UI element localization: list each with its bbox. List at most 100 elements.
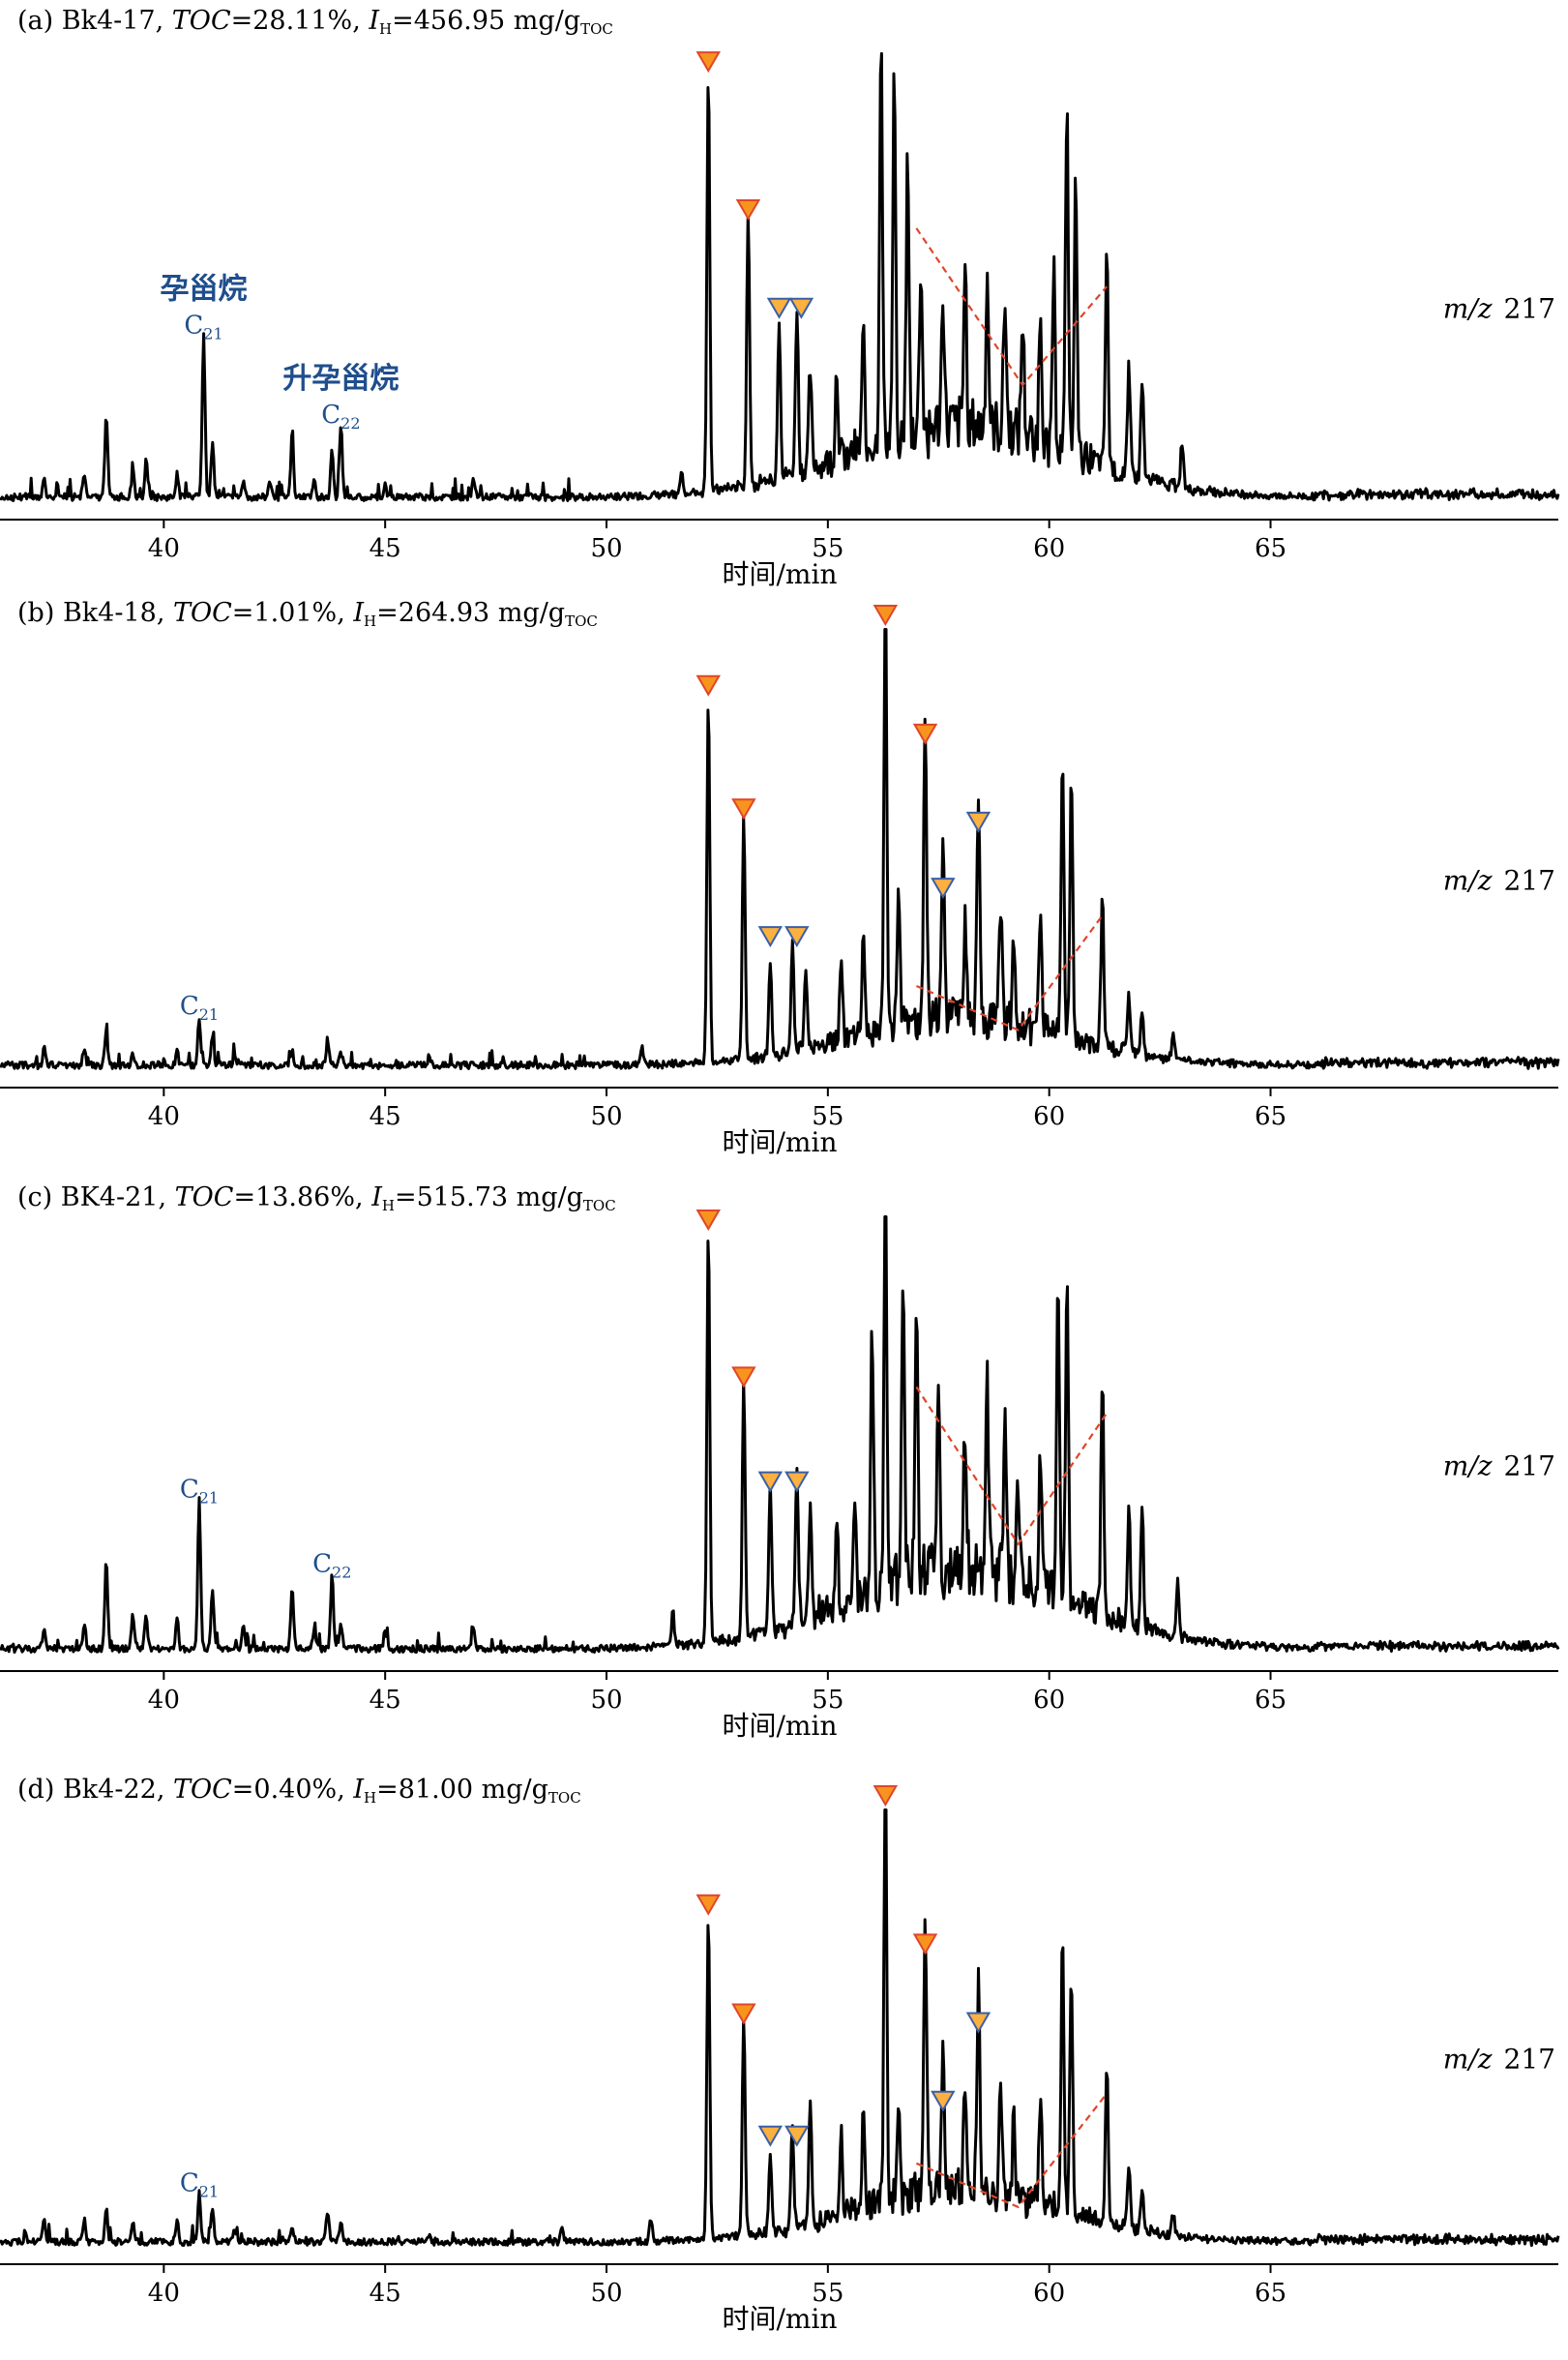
- panel-prefix: (c): [17, 1182, 61, 1212]
- compound-carbon: C: [180, 1476, 199, 1505]
- panel-prefix: (d): [17, 1775, 63, 1805]
- toc-eq: =: [233, 1182, 255, 1212]
- compound-number: 22: [332, 1563, 351, 1581]
- compound-number: 21: [199, 2182, 219, 2200]
- ih-value: 264.93 mg/g: [399, 598, 565, 628]
- x-tick-label: 60: [1033, 1686, 1065, 1715]
- ih-eq: =: [392, 6, 414, 36]
- compound-label: C22: [321, 401, 360, 433]
- ih-symbol: I: [352, 1775, 365, 1805]
- compound-label: C22: [312, 1549, 351, 1581]
- x-tick-label: 65: [1255, 1102, 1287, 1131]
- sample-id: Bk4-17: [62, 6, 156, 36]
- x-tick-label: 40: [148, 534, 180, 563]
- compound-label: C21: [180, 2168, 219, 2200]
- toc-value: 1.01%: [253, 598, 337, 628]
- marker-triangle-orange: [695, 1210, 722, 1232]
- sample-id: BK4-21: [61, 1182, 159, 1212]
- marker-triangle-blue: [965, 811, 991, 833]
- ion-label: m/z 217: [1443, 293, 1555, 325]
- x-tick-label: 60: [1033, 534, 1065, 563]
- toc-eq: =: [231, 6, 253, 36]
- marker-triangle-orange: [873, 605, 899, 626]
- x-tick-label: 45: [370, 2279, 401, 2308]
- compound-carbon: C: [321, 401, 340, 430]
- compound-name: 孕甾烷: [161, 272, 248, 306]
- x-tick-label: 45: [370, 1686, 401, 1715]
- chromatogram-trace: [0, 628, 1560, 1070]
- marker-triangle-orange: [731, 1366, 756, 1389]
- x-tick-label: 50: [590, 1102, 622, 1131]
- sample-id: Bk4-18: [63, 598, 157, 628]
- compound-number: 22: [340, 414, 360, 433]
- ih-eq: =: [395, 1182, 417, 1212]
- x-tick-label: 55: [812, 2279, 843, 2308]
- marker-triangle-orange: [912, 723, 938, 745]
- marker-triangle-orange: [731, 2003, 756, 2025]
- panel-header: (d) Bk4-22, TOC=0.40%, IH=81.00 mg/gTOC: [17, 1775, 581, 1807]
- compound-label: C21: [180, 1476, 219, 1508]
- marker-triangle-blue: [965, 2012, 991, 2034]
- chromatogram-panel-b: (b) Bk4-18, TOC=1.01%, IH=264.93 mg/gTOC…: [0, 598, 1560, 1158]
- compound-carbon: C: [180, 992, 199, 1021]
- marker-triangle-blue: [757, 926, 784, 948]
- ih-sep: ,: [352, 6, 369, 36]
- chromatogram-trace: [0, 51, 1560, 502]
- marker-triangle-orange: [735, 198, 761, 221]
- x-tick-label: 50: [590, 1686, 622, 1715]
- x-tick-label: 40: [148, 2279, 180, 2308]
- panel-header: (c) BK4-21, TOC=13.86%, IH=515.73 mg/gTO…: [17, 1182, 616, 1214]
- compound-label: C21: [180, 992, 219, 1024]
- x-tick-label: 50: [590, 2279, 622, 2308]
- x-tick-label: 40: [148, 1686, 180, 1715]
- x-axis-title: 时间/min: [723, 1126, 838, 1158]
- ih-value: 456.95 mg/g: [414, 6, 580, 36]
- toc-symbol: TOC: [173, 598, 232, 628]
- ih-eq: =: [376, 1775, 399, 1805]
- ih-subscript: H: [364, 612, 376, 630]
- ion-label: m/z 217: [1443, 865, 1555, 897]
- compound-number: 21: [199, 1489, 219, 1508]
- marker-triangle-orange: [695, 51, 722, 74]
- marker-triangle-orange: [731, 798, 756, 821]
- marker-triangle-orange: [695, 674, 722, 697]
- ion-label: m/z 217: [1443, 2044, 1555, 2076]
- x-tick-label: 55: [812, 1102, 843, 1131]
- marker-triangle-blue: [784, 2125, 810, 2147]
- x-tick-label: 65: [1255, 534, 1287, 563]
- ion-mz: m/z: [1443, 1450, 1493, 1482]
- toc-symbol: TOC: [173, 1775, 232, 1805]
- ih-sep: ,: [337, 598, 353, 628]
- compound-name: 升孕甾烷: [282, 362, 399, 396]
- x-tick-label: 65: [1255, 1686, 1287, 1715]
- ih-subscript: H: [364, 1789, 376, 1807]
- ion-label: m/z 217: [1443, 1450, 1555, 1482]
- trend-dashed-line: [915, 914, 1104, 1031]
- panel-header: (b) Bk4-18, TOC=1.01%, IH=264.93 mg/gTOC: [17, 598, 598, 630]
- toc-label: ,: [156, 6, 172, 36]
- ion-value: 217: [1504, 1450, 1555, 1482]
- ih-unit-subscript: TOC: [565, 612, 598, 630]
- marker-triangle-blue: [757, 2125, 784, 2147]
- toc-eq: =: [232, 1775, 254, 1805]
- marker-triangle-blue: [784, 926, 810, 948]
- toc-value: 13.86%: [255, 1182, 355, 1212]
- marker-triangle-blue: [784, 1471, 810, 1493]
- x-tick-label: 65: [1255, 2279, 1287, 2308]
- trend-dashed-line: [915, 1386, 1109, 1546]
- panel-prefix: (b): [17, 598, 63, 628]
- ih-symbol: I: [352, 598, 365, 628]
- toc-value: 0.40%: [253, 1775, 337, 1805]
- trend-dashed-line: [915, 2092, 1109, 2209]
- toc-label: ,: [157, 1775, 173, 1805]
- compound-carbon: C: [312, 1549, 332, 1578]
- marker-triangle-blue: [788, 297, 814, 319]
- marker-triangle-blue: [757, 1471, 784, 1493]
- x-tick-label: 55: [812, 1686, 843, 1715]
- ion-mz: m/z: [1443, 2044, 1493, 2076]
- x-tick-label: 45: [370, 1102, 401, 1131]
- ih-symbol: I: [370, 1182, 383, 1212]
- panel-prefix: (a): [17, 6, 62, 36]
- marker-triangle-orange: [912, 1933, 938, 1956]
